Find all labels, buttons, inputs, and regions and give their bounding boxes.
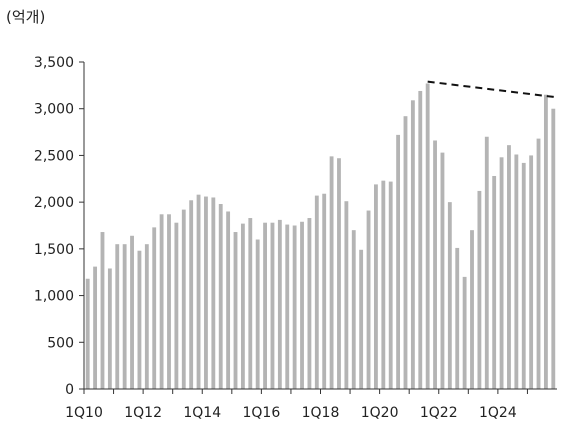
- bar-2Q21: [418, 90, 423, 389]
- bar-4Q16: [285, 224, 290, 389]
- bar-1Q16: [263, 222, 267, 389]
- bar-2Q14: [211, 197, 216, 389]
- bar-1Q18: [322, 193, 327, 389]
- x-tick-label-1Q24: 1Q24: [479, 405, 517, 421]
- bar-1Q11: [115, 244, 120, 389]
- bar-3Q24: [514, 154, 519, 389]
- bar-2Q24: [507, 145, 511, 389]
- y-tick-label-2000: 2,000: [34, 195, 74, 211]
- bar-2Q13: [181, 209, 186, 389]
- bar-1Q22: [440, 152, 445, 389]
- bar-2Q19: [359, 249, 364, 389]
- bar-4Q15: [255, 239, 260, 389]
- x-tick-label-1Q20: 1Q20: [361, 405, 399, 421]
- bar-1Q12: [144, 244, 149, 389]
- bar-3Q25: [543, 94, 548, 389]
- bar-3Q22: [455, 247, 460, 389]
- bar-1Q20: [381, 180, 386, 389]
- y-tick-label-3000: 3,000: [34, 102, 74, 118]
- bar-4Q18: [344, 201, 349, 389]
- y-axis-unit-label: (억개): [6, 8, 46, 26]
- bar-3Q15: [248, 218, 253, 389]
- bar-3Q17: [307, 218, 312, 389]
- bar-4Q11: [137, 250, 142, 389]
- bar-4Q23: [492, 175, 497, 389]
- x-tick-label-1Q18: 1Q18: [302, 405, 340, 421]
- x-tick-label-1Q12: 1Q12: [124, 405, 162, 421]
- bar-1Q13: [174, 222, 179, 389]
- bar-4Q19: [374, 184, 378, 389]
- y-tick-label-1000: 1,000: [34, 289, 74, 305]
- x-tick-label-1Q10: 1Q10: [65, 405, 103, 421]
- bar-4Q12: [167, 214, 171, 389]
- bar-2Q16: [270, 222, 275, 389]
- dashed-trend-line: [427, 80, 559, 99]
- bar-3Q11: [130, 235, 134, 389]
- bar-2Q10: [93, 266, 98, 389]
- bar-1Q15: [233, 232, 238, 389]
- y-tick-label-3500: 3,500: [34, 55, 74, 71]
- bar-3Q10: [100, 232, 105, 389]
- bar-4Q25: [551, 108, 556, 389]
- bar-1Q25: [529, 155, 534, 389]
- bar-2Q20: [388, 181, 393, 389]
- bar-3Q20: [396, 134, 401, 389]
- y-tick-label-0: 0: [65, 382, 74, 398]
- bar-1Q24: [499, 157, 504, 389]
- bar-3Q23: [484, 136, 489, 389]
- bar-4Q20: [403, 116, 408, 389]
- bar-4Q22: [462, 276, 467, 389]
- y-tick-label-2500: 2,500: [34, 148, 74, 164]
- x-tick-label-1Q16: 1Q16: [243, 405, 281, 421]
- x-tick-label-1Q22: 1Q22: [420, 405, 458, 421]
- bar-1Q14: [204, 196, 208, 389]
- bar-2Q17: [300, 221, 304, 389]
- bar-2Q25: [536, 138, 541, 389]
- bar-1Q17: [292, 225, 297, 389]
- bar-4Q14: [226, 211, 231, 389]
- bar-1Q21: [410, 100, 415, 389]
- bar-3Q19: [366, 210, 371, 389]
- bar-2Q11: [122, 244, 127, 389]
- bar-3Q13: [189, 200, 194, 389]
- bar-2Q15: [240, 223, 245, 389]
- bar-2Q18: [329, 156, 334, 389]
- bar-4Q21: [433, 140, 437, 389]
- x-tick-label-1Q14: 1Q14: [183, 405, 221, 421]
- bar-3Q18: [337, 158, 341, 389]
- bar-2Q22: [447, 202, 452, 389]
- bar-4Q24: [521, 162, 526, 389]
- bar-1Q19: [351, 230, 356, 389]
- bar-3Q21: [425, 83, 430, 389]
- bar-2Q23: [477, 190, 482, 389]
- bar-2Q12: [152, 227, 157, 389]
- bar-3Q14: [218, 204, 223, 389]
- bar-1Q10: [85, 278, 90, 389]
- bar-4Q13: [196, 194, 201, 389]
- bar-4Q10: [107, 268, 112, 389]
- bar-3Q12: [159, 214, 164, 389]
- bar-1Q23: [470, 230, 474, 389]
- y-tick-label-500: 500: [47, 335, 74, 351]
- y-tick-label-1500: 1,500: [34, 242, 74, 258]
- bar-4Q17: [314, 195, 319, 389]
- bar-3Q16: [277, 219, 282, 389]
